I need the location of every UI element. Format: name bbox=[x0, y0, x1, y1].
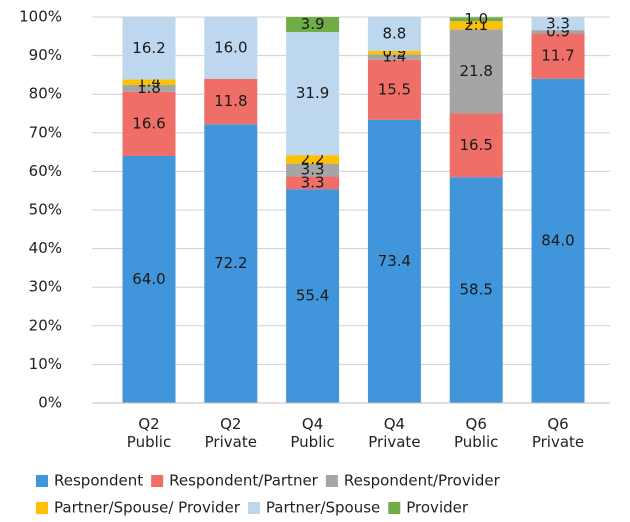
data-label: 16.6 bbox=[132, 114, 165, 132]
data-label: 72.2 bbox=[214, 254, 247, 272]
bar-segment bbox=[367, 54, 421, 60]
data-label: 16.5 bbox=[459, 136, 492, 154]
bar-segment bbox=[286, 163, 340, 177]
legend-label: Partner/Spouse/ Provider bbox=[54, 499, 241, 517]
data-label: 73.4 bbox=[378, 252, 411, 270]
data-label: 31.9 bbox=[296, 84, 329, 102]
y-tick-label: 0% bbox=[38, 394, 62, 412]
data-label: 1.0 bbox=[464, 10, 488, 28]
data-label: 15.5 bbox=[378, 80, 411, 98]
y-tick-label: 100% bbox=[19, 8, 62, 26]
x-tick-label: Q4 Private bbox=[368, 415, 420, 451]
bar-segment bbox=[286, 17, 340, 33]
data-label: 16.0 bbox=[214, 38, 247, 56]
y-tick-label: 40% bbox=[29, 239, 62, 257]
y-tick-label: 80% bbox=[29, 85, 62, 103]
bar-segment bbox=[367, 119, 421, 404]
legend-label: Provider bbox=[406, 499, 469, 517]
legend-label: Partner/Spouse bbox=[266, 499, 380, 517]
bar-segment bbox=[449, 177, 503, 403]
x-tick-label: Q2 Private bbox=[205, 415, 257, 451]
y-tick-label: 20% bbox=[29, 316, 62, 334]
bar-segment bbox=[286, 32, 340, 156]
bar-segment bbox=[367, 59, 421, 120]
bar-segment bbox=[531, 78, 585, 403]
bar-segment bbox=[122, 79, 176, 85]
data-label: 3.9 bbox=[301, 15, 325, 33]
bar-segment bbox=[204, 17, 258, 79]
data-label: 11.8 bbox=[214, 92, 247, 110]
data-label: 3.3 bbox=[301, 173, 325, 191]
bar-segment bbox=[286, 176, 340, 190]
legend-label: Respondent/Provider bbox=[344, 472, 501, 490]
bar-segment bbox=[449, 29, 503, 114]
bar-segment bbox=[204, 78, 258, 125]
bar-segment bbox=[286, 189, 340, 403]
bar-segment bbox=[531, 17, 585, 31]
bar-segment bbox=[122, 155, 176, 403]
data-label: 84.0 bbox=[541, 231, 574, 249]
bar-segment bbox=[286, 155, 340, 164]
y-tick-label: 10% bbox=[29, 355, 62, 373]
x-tick-label: Q6 Private bbox=[532, 415, 584, 451]
bar-segment bbox=[449, 113, 503, 178]
data-label: 64.0 bbox=[132, 270, 165, 288]
data-label: 21.8 bbox=[459, 62, 492, 80]
data-label: 8.8 bbox=[382, 24, 406, 42]
data-label: 11.7 bbox=[541, 47, 574, 65]
data-label: 3.3 bbox=[546, 14, 570, 32]
bar-segment bbox=[122, 17, 176, 80]
y-tick-label: 50% bbox=[29, 201, 62, 219]
bar-segment bbox=[531, 33, 585, 79]
bar-segment bbox=[122, 84, 176, 92]
legend-swatch bbox=[36, 475, 48, 487]
legend-swatch bbox=[151, 475, 164, 487]
bar-segment bbox=[204, 124, 258, 404]
legend-swatch bbox=[247, 502, 260, 514]
x-tick-label: Q6 Public bbox=[454, 415, 498, 451]
legend-swatch bbox=[36, 502, 48, 514]
bar-segment bbox=[122, 91, 176, 156]
bar-segment bbox=[367, 17, 421, 51]
data-label: 16.2 bbox=[132, 39, 165, 57]
y-tick-label: 70% bbox=[29, 123, 62, 141]
y-tick-label: 60% bbox=[29, 162, 62, 180]
legend-swatch bbox=[325, 475, 338, 487]
data-label: 3.3 bbox=[301, 161, 325, 179]
bar-segment bbox=[531, 30, 585, 34]
bar-segment bbox=[449, 17, 503, 22]
legend-label: Respondent/Partner bbox=[169, 472, 319, 490]
legend-swatch bbox=[388, 502, 401, 514]
y-tick-label: 90% bbox=[29, 46, 62, 64]
x-tick-label: Q2 Public bbox=[127, 415, 171, 451]
data-label: 55.4 bbox=[296, 287, 329, 305]
bar-segment bbox=[449, 21, 503, 30]
x-tick-label: Q4 Public bbox=[290, 415, 334, 451]
data-label: 58.5 bbox=[459, 281, 492, 299]
bar-segment bbox=[367, 50, 421, 55]
legend-label: Respondent bbox=[54, 472, 143, 490]
y-tick-label: 30% bbox=[29, 278, 62, 296]
